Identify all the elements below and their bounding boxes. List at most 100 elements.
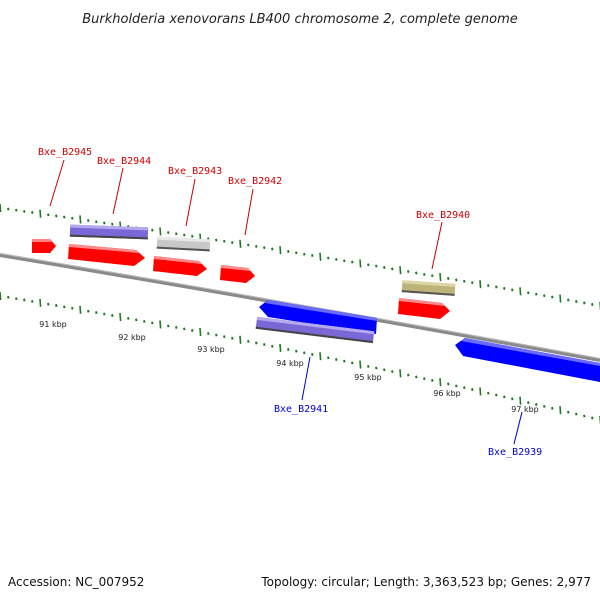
ruler-minor-tick	[511, 397, 514, 401]
ruler-minor-tick	[87, 309, 90, 313]
gene-label-bxe-b2941[interactable]: Bxe_B2941	[274, 404, 328, 415]
ruler-minor-tick	[487, 284, 490, 288]
gene-label-bxe-b2942[interactable]: Bxe_B2942	[228, 176, 282, 187]
ruler-minor-tick	[591, 303, 594, 306]
ruler-minor-tick	[215, 333, 218, 337]
ruler-major-tick	[79, 215, 82, 224]
gene-bxe-b2943[interactable]	[156, 236, 211, 252]
gene-label-bxe-b2944[interactable]: Bxe_B2944	[97, 156, 151, 167]
ruler-minor-tick	[351, 260, 354, 264]
ruler-minor-tick	[487, 391, 490, 395]
ruler-minor-tick	[31, 299, 34, 303]
ruler-minor-tick	[7, 207, 10, 211]
chromosome-backbone-highlight	[0, 253, 600, 359]
map-title: Burkholderia xenovorans LB400 chromosome…	[82, 12, 518, 27]
gene-bxe-b2945[interactable]	[32, 239, 56, 253]
ruler-minor-tick	[23, 209, 26, 213]
ruler-major-tick	[239, 335, 242, 344]
ruler-minor-tick	[471, 388, 474, 391]
leader-lines	[49, 159, 523, 445]
ruler-major-tick	[319, 252, 322, 261]
ruler-minor-tick	[247, 339, 250, 343]
ruler-minor-tick	[7, 295, 10, 299]
ruler-minor-tick	[151, 228, 154, 232]
gene-bxe-b2944-part2[interactable]	[68, 244, 145, 266]
ruler-major-tick	[0, 291, 2, 301]
gene-bxe-b2942[interactable]	[220, 265, 255, 283]
ruler-minor-tick	[303, 351, 306, 355]
ruler-minor-tick	[407, 373, 410, 377]
ruler-minor-tick	[455, 278, 458, 282]
ruler-minor-tick	[495, 285, 498, 289]
ruler-major-tick	[439, 378, 442, 387]
ruler-minor-tick	[511, 288, 514, 292]
ruler-major-tick	[39, 209, 42, 218]
kbp-label: 93 kbp	[197, 345, 225, 354]
ruler-minor-tick	[535, 403, 538, 406]
gene-bxe-b2941[interactable]	[259, 300, 377, 334]
ruler-major-tick	[559, 406, 562, 415]
ruler-minor-tick	[191, 329, 194, 332]
kbp-label: 94 kbp	[276, 359, 304, 368]
gene-bxe-b2939[interactable]	[455, 338, 600, 382]
inner-ruler	[0, 291, 600, 425]
ruler-minor-tick	[231, 241, 234, 245]
ruler-minor-tick	[255, 244, 258, 248]
ruler-major-tick	[79, 305, 82, 314]
ruler-minor-tick	[47, 302, 50, 306]
ruler-minor-tick	[47, 213, 50, 217]
ruler-minor-tick	[263, 343, 266, 347]
ruler-minor-tick	[183, 233, 186, 237]
ruler-minor-tick	[167, 324, 170, 328]
ruler-minor-tick	[151, 321, 154, 325]
accession-text: Accession: NC_007952	[8, 575, 144, 589]
gene-label-bxe-b2945[interactable]: Bxe_B2945	[38, 147, 92, 158]
ruler-minor-tick	[327, 356, 330, 360]
ruler-major-tick	[39, 298, 42, 307]
ruler-minor-tick	[311, 353, 314, 356]
ruler-minor-tick	[543, 294, 546, 298]
gene-label-bxe-b2943[interactable]: Bxe_B2943	[168, 166, 222, 177]
ruler-minor-tick	[311, 254, 314, 257]
kbp-label: 91 kbp	[39, 320, 67, 329]
ruler-minor-tick	[591, 416, 594, 420]
ruler-minor-tick	[447, 277, 450, 280]
ruler-minor-tick	[231, 336, 234, 340]
ruler-minor-tick	[543, 404, 546, 408]
ruler-major-tick	[519, 287, 522, 296]
ruler-minor-tick	[407, 270, 410, 274]
ruler-major-tick	[399, 369, 402, 378]
ruler-minor-tick	[255, 341, 258, 345]
ruler-major-tick	[439, 273, 442, 282]
ruler-major-tick	[479, 280, 482, 289]
gene-bxe-b2940[interactable]	[401, 280, 456, 296]
gene-bxe-b2944[interactable]	[69, 224, 149, 240]
ruler-minor-tick	[263, 246, 266, 250]
gene-label-bxe-b2940[interactable]: Bxe_B2940	[416, 210, 470, 221]
kbp-labels: 91 kbp 92 kbp 93 kbp 94 kbp 95 kbp 96 kb…	[39, 320, 539, 414]
ruler-minor-tick	[351, 361, 354, 365]
ruler-minor-tick	[375, 264, 378, 268]
genome-summary-text: Topology: circular; Length: 3,363,523 bp…	[260, 575, 591, 589]
gene-bxe-b2941-part2[interactable]	[255, 316, 375, 344]
ruler-major-tick	[559, 294, 562, 303]
gene-label-bxe-b2939[interactable]: Bxe_B2939	[488, 447, 542, 458]
gene-bxe-b2943-part2[interactable]	[153, 256, 207, 276]
ruler-minor-tick	[527, 401, 530, 405]
ruler-minor-tick	[63, 305, 66, 309]
ruler-minor-tick	[183, 327, 186, 331]
ruler-minor-tick	[447, 382, 450, 386]
ruler-major-tick	[319, 352, 322, 361]
ruler-minor-tick	[503, 395, 506, 399]
ruler-minor-tick	[135, 318, 138, 322]
gene-bxe-b2940-part2[interactable]	[398, 298, 450, 319]
ruler-minor-tick	[303, 252, 306, 256]
ruler-minor-tick	[295, 251, 298, 255]
ruler-minor-tick	[383, 266, 386, 269]
ruler-major-tick	[239, 239, 242, 248]
ruler-minor-tick	[375, 366, 378, 370]
ruler-minor-tick	[63, 215, 66, 219]
ruler-minor-tick	[327, 256, 330, 260]
gene-labels: Bxe_B2945 Bxe_B2944 Bxe_B2943 Bxe_B2942 …	[38, 147, 542, 458]
